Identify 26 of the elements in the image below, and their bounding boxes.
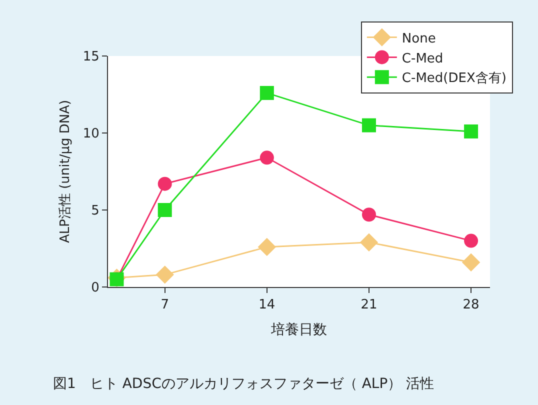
x-tick-label: 7: [160, 298, 169, 313]
legend-label: None: [402, 31, 436, 46]
x-axis-title: 培養日数: [270, 322, 327, 338]
point: [260, 86, 274, 100]
y-tick-label: 0: [91, 280, 100, 296]
point: [462, 253, 480, 272]
point: [464, 124, 478, 138]
caption: 図1 ヒト ADSCのアルカリフォスファターゼ（ ALP） 活性: [53, 376, 434, 392]
y-tick-label: 10: [82, 126, 100, 142]
point: [362, 208, 376, 222]
point: [464, 234, 478, 248]
x-tick-label: 28: [462, 298, 480, 313]
point: [158, 176, 172, 191]
y-tick-label: 15: [82, 50, 100, 65]
legend-label: C-Med: [402, 51, 444, 66]
x-tick-label: 14: [258, 298, 276, 313]
point: [158, 203, 172, 217]
point: [258, 238, 276, 256]
y-axis-title: ALP活性 (unit/μg DNA): [58, 100, 73, 244]
x-tick-label: 21: [360, 298, 378, 313]
point: [362, 118, 376, 132]
point: [156, 266, 174, 284]
legend-label: C-Med(DEX含有): [402, 71, 506, 86]
y-tick-label: 5: [91, 204, 100, 219]
point: [360, 233, 378, 252]
point: [260, 150, 274, 165]
